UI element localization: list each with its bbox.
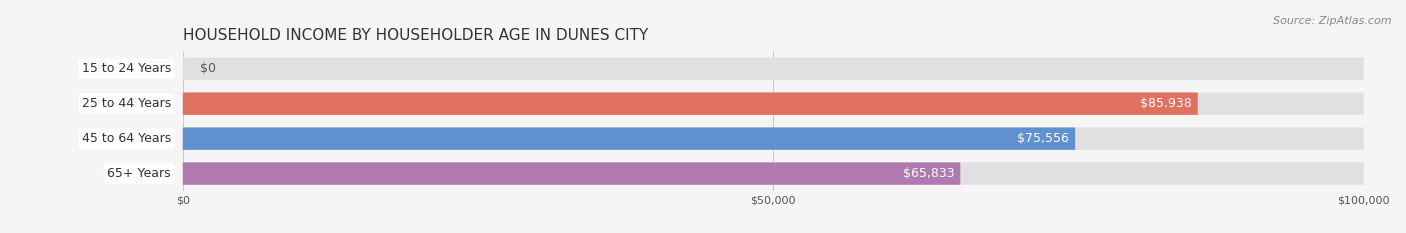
Text: $75,556: $75,556 <box>1018 132 1069 145</box>
Text: 15 to 24 Years: 15 to 24 Years <box>82 62 172 75</box>
FancyBboxPatch shape <box>183 162 960 185</box>
FancyBboxPatch shape <box>183 162 1364 185</box>
FancyBboxPatch shape <box>183 127 1364 150</box>
Text: 65+ Years: 65+ Years <box>107 167 172 180</box>
FancyBboxPatch shape <box>183 58 1364 80</box>
Text: $85,938: $85,938 <box>1140 97 1192 110</box>
Text: HOUSEHOLD INCOME BY HOUSEHOLDER AGE IN DUNES CITY: HOUSEHOLD INCOME BY HOUSEHOLDER AGE IN D… <box>183 28 648 43</box>
FancyBboxPatch shape <box>183 127 1076 150</box>
Text: $65,833: $65,833 <box>903 167 955 180</box>
Text: 25 to 44 Years: 25 to 44 Years <box>82 97 172 110</box>
FancyBboxPatch shape <box>183 93 1198 115</box>
Text: $0: $0 <box>201 62 217 75</box>
Text: Source: ZipAtlas.com: Source: ZipAtlas.com <box>1274 16 1392 26</box>
Text: 45 to 64 Years: 45 to 64 Years <box>82 132 172 145</box>
FancyBboxPatch shape <box>183 93 1364 115</box>
